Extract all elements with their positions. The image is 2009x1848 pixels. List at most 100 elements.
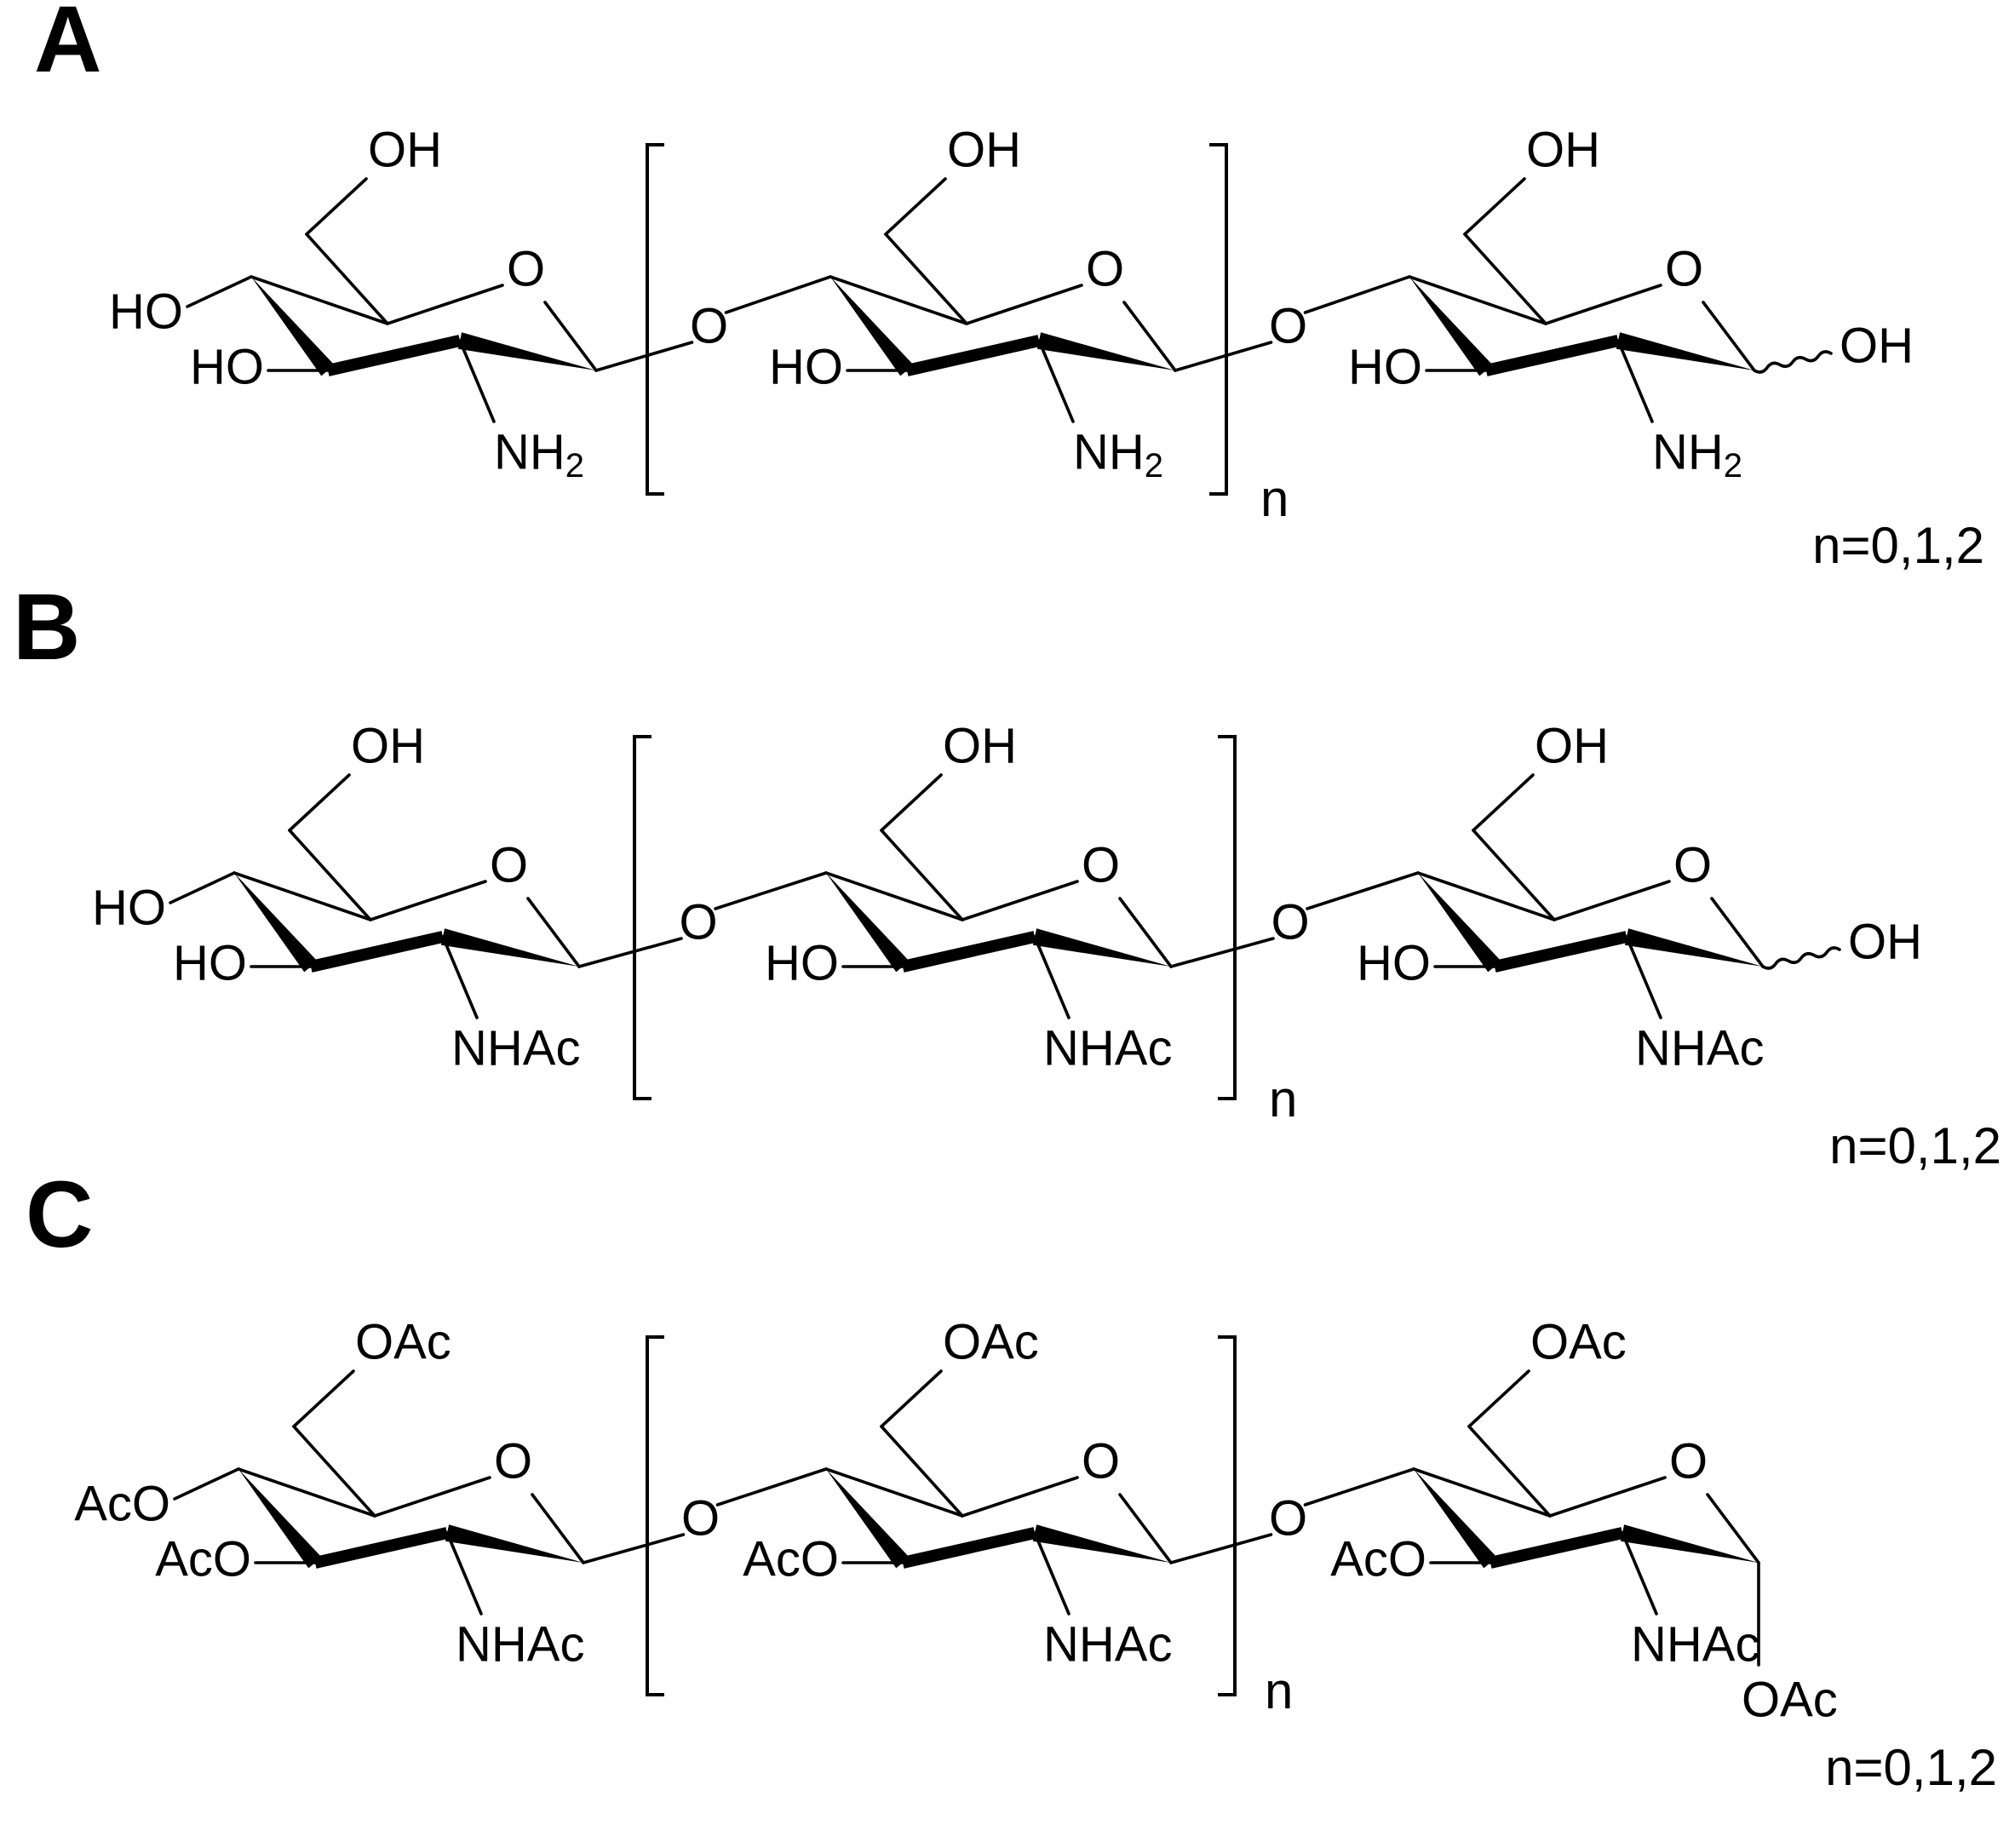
bond-glycosidic-o-c4	[1303, 1467, 1415, 1507]
bond-o5-c1	[1710, 897, 1765, 968]
bond-c5-o5	[373, 1476, 491, 1518]
bond-o5-c1	[1706, 1493, 1760, 1564]
left-bracket	[646, 143, 664, 496]
wedge-c4-c3	[1418, 873, 1501, 973]
bond-c6-o6	[292, 1369, 355, 1428]
bond-c4-c5	[250, 275, 389, 325]
ring-oxygen-label: O	[507, 241, 545, 296]
wedge-c4-c3	[826, 1469, 910, 1569]
wavy-anomeric-bond	[1753, 350, 1833, 374]
c2-amine-label: NH2	[494, 424, 584, 484]
wedge-c4-c3	[1414, 1469, 1497, 1569]
ring-oxygen-label: O	[1673, 837, 1712, 892]
bond-c5-o5	[961, 880, 1079, 921]
left-bracket	[633, 735, 651, 1100]
glycosidic-oxygen-label: O	[1269, 298, 1307, 353]
c6-substituent-label: OH	[351, 718, 425, 773]
panel-label: A	[34, 0, 101, 92]
wedge-c1-c2	[457, 332, 596, 370]
ring-oxygen-label: O	[1665, 241, 1703, 296]
c6-substituent-label: OH	[1535, 718, 1609, 773]
bold-bond-c3-c2	[905, 335, 1041, 376]
c3-substituent-label: AcO	[155, 1531, 251, 1587]
right-bracket	[1209, 143, 1228, 496]
c4-substituent-label: HO	[109, 284, 183, 339]
c2-amine-label: NHAc	[1043, 1020, 1172, 1076]
bond-c4-c5	[232, 871, 372, 921]
bold-bond-c3-c2	[1489, 1527, 1624, 1569]
c2-amine-label: NHAc	[451, 1020, 580, 1076]
bond-glycosidic-o-c4	[724, 275, 832, 314]
bond-c5-o5	[1548, 1476, 1667, 1518]
c2-amine-label: NHAc	[1635, 1020, 1764, 1076]
bond-c5-c6	[1472, 829, 1556, 921]
bond-c6-o6	[1472, 773, 1535, 832]
c2-amine-label: NH2	[1652, 424, 1742, 484]
ring-oxygen-label: O	[1086, 241, 1124, 296]
bond-c2-n	[441, 935, 479, 1019]
c3-substituent-label: HO	[765, 935, 839, 990]
bond-c4-o4	[173, 1467, 240, 1501]
c3-substituent-label: HO	[173, 935, 247, 990]
wedge-c4-c3	[238, 1469, 322, 1569]
c6-substituent-label: OH	[368, 122, 442, 177]
sugar-unit-2: OAc O AcO NHAc O	[582, 1314, 1173, 1672]
c3-substituent-label: HO	[1357, 935, 1431, 990]
c2-amine-label: NHAc	[456, 1616, 584, 1672]
bond-glycosidic-o-c4	[714, 871, 828, 910]
bond-c5-c6	[1467, 1425, 1552, 1518]
bold-bond-c3-c2	[901, 1527, 1036, 1569]
c6-substituent-label: OH	[947, 122, 1021, 177]
bond-c4-c5	[824, 871, 964, 921]
bond-c1-glycosidic-o	[1169, 937, 1275, 968]
panel-label: B	[13, 575, 80, 680]
n-range-label: n=0,1,2	[1825, 1739, 1997, 1796]
ring-oxygen-label: O	[1082, 1433, 1120, 1489]
bond-c5-c6	[292, 1425, 376, 1518]
subscript: 2	[1145, 447, 1163, 485]
sugar-unit-1: OH O HO NH2 HO	[109, 122, 598, 485]
ring-oxygen-label: O	[494, 1433, 532, 1489]
bond-c4-c5	[829, 275, 968, 325]
wedge-c1-c2	[445, 1524, 583, 1563]
bond-c4-c5	[824, 1467, 964, 1518]
c4-substituent-label: HO	[92, 880, 166, 935]
bond-c4-c5	[1412, 1467, 1552, 1518]
bond-c1-glycosidic-o	[577, 937, 683, 968]
c6-substituent-label: OAc	[1530, 1314, 1627, 1369]
bond-o5-c1	[543, 301, 598, 372]
c3-substituent-label: HO	[1348, 339, 1422, 394]
bond-c5-c6	[880, 1425, 964, 1518]
wedge-c1-c2	[1620, 1524, 1759, 1563]
bond-c1-glycosidic-o	[1169, 1533, 1273, 1564]
bond-c6-o6	[288, 773, 351, 832]
wedge-c1-c2	[1036, 332, 1175, 370]
bond-c2-n	[1037, 339, 1075, 423]
wedge-c1-c2	[440, 928, 579, 967]
c6-substituent-label: OAc	[943, 1314, 1039, 1369]
bond-c4-o4	[186, 275, 253, 308]
c4-substituent-label: AcO	[74, 1476, 170, 1531]
c6-substituent-label: OH	[943, 718, 1017, 773]
c6-substituent-label: OAc	[355, 1314, 451, 1369]
c2-amine-label: NHAc	[1631, 1616, 1759, 1672]
bond-c5-o5	[965, 284, 1083, 325]
c3-substituent-label: HO	[190, 339, 264, 394]
c3-substituent-label: AcO	[743, 1531, 839, 1587]
bond-c5-c6	[880, 829, 964, 921]
subscript: 2	[1724, 447, 1742, 485]
bond-c2-n	[1616, 339, 1654, 423]
anomeric-substituent-label: OH	[1848, 914, 1922, 969]
anomeric-substituent-label: OH	[1840, 318, 1914, 373]
wedge-c1-c2	[1616, 332, 1754, 370]
bond-c1-glycosidic-o	[1174, 341, 1273, 372]
glycosidic-oxygen-label: O	[679, 894, 717, 950]
glycosidic-oxygen-label: O	[1269, 1490, 1307, 1546]
bold-bond-c3-c2	[313, 1527, 449, 1569]
bond-glycosidic-o-c4	[1303, 275, 1411, 314]
repeat-bracket	[633, 735, 1237, 1100]
sugar-unit-3: OH O HO NH2 O OH	[1174, 122, 1914, 485]
bond-o5-c1	[526, 897, 581, 968]
bond-c5-o5	[369, 880, 487, 921]
